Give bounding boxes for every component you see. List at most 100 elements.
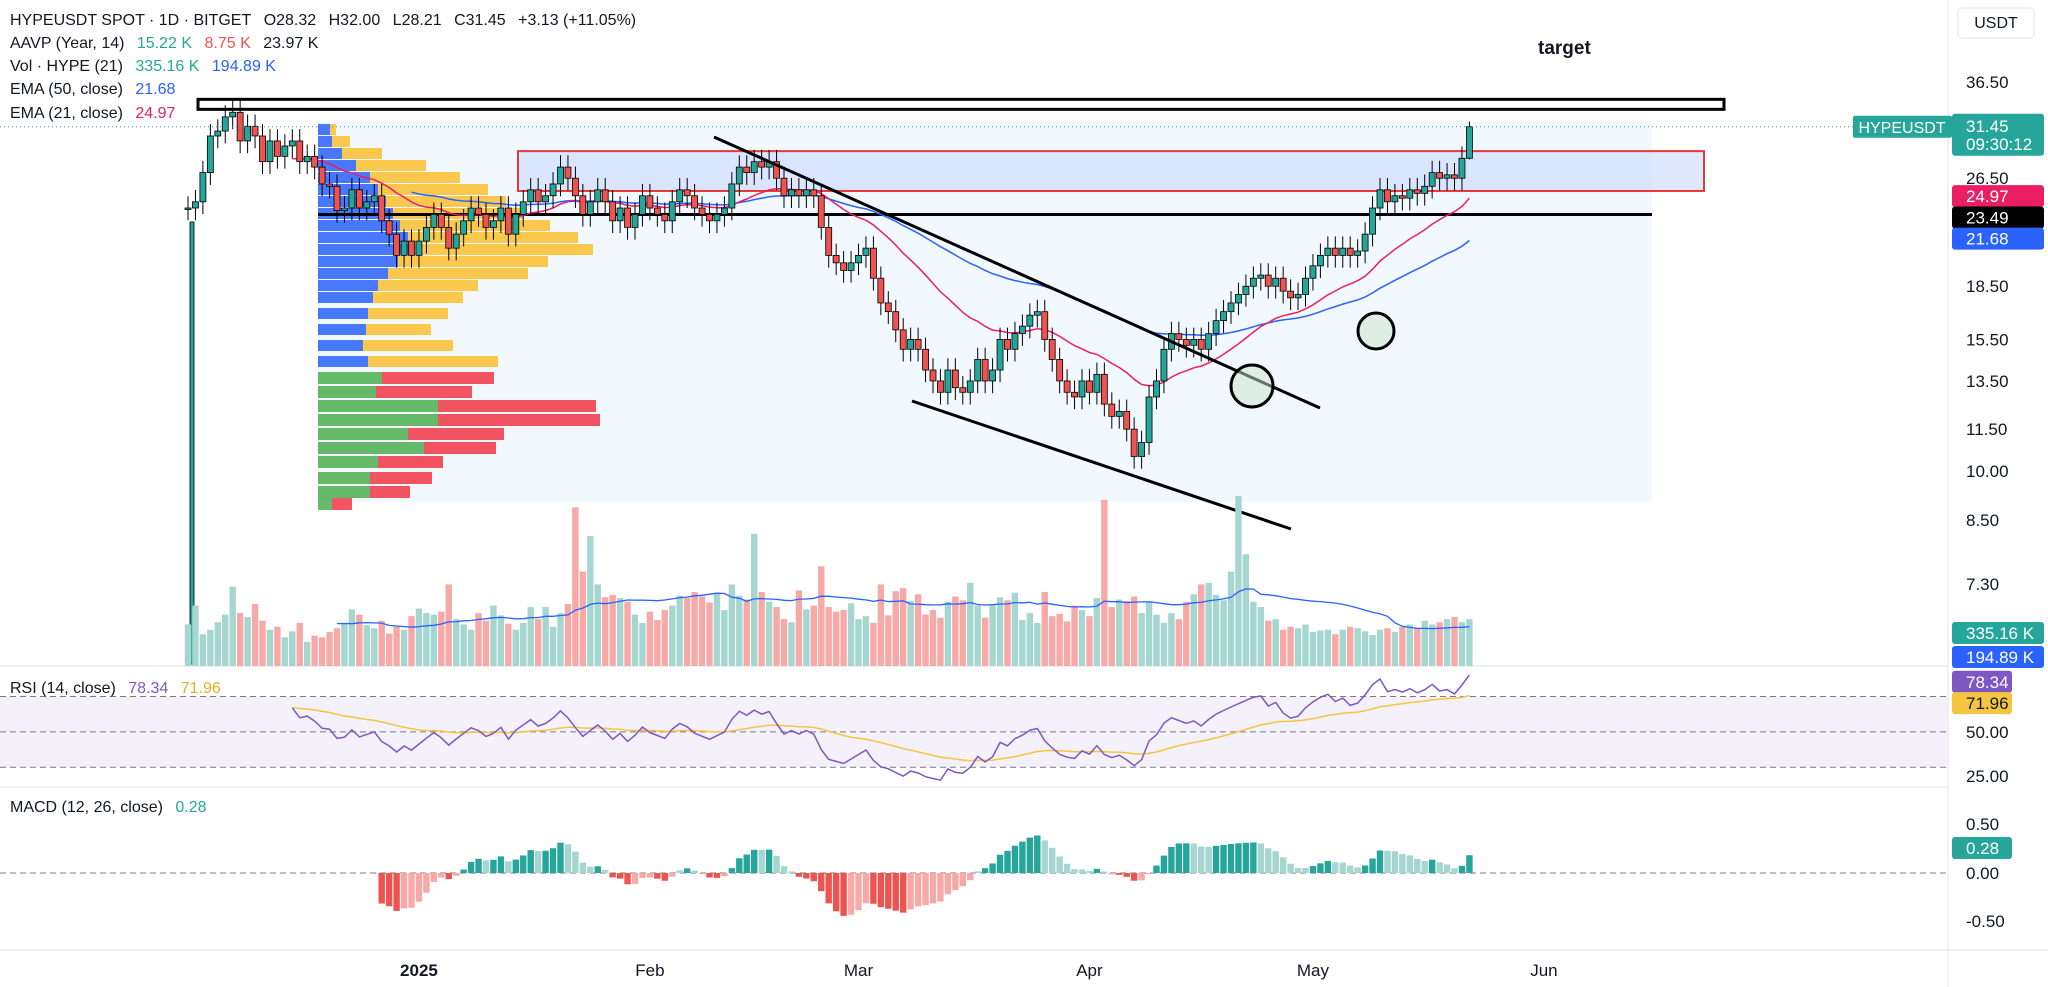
macd-histogram-bar	[1101, 871, 1108, 873]
volume-bar	[1391, 632, 1399, 666]
macd-histogram-bar	[1175, 843, 1183, 873]
macd-histogram-bar	[974, 871, 981, 873]
volume-bar	[1145, 601, 1153, 666]
macd-tick-label: 0.50	[1966, 815, 1999, 834]
macd-histogram-bar	[892, 873, 899, 911]
macd-label: MACD (12, 26, close)	[10, 799, 163, 816]
macd-histogram-bar	[400, 873, 408, 909]
macd-histogram-bar	[981, 868, 989, 873]
time-tick-label: 2025	[400, 961, 438, 980]
rsi-legend[interactable]: RSI (14, close) 78.34 71.96	[10, 678, 229, 700]
macd-histogram-bar	[482, 860, 490, 873]
volume-profile-down-bar	[378, 184, 488, 195]
aavp-legend[interactable]: AAVP (Year, 14) 15.22 K 8.75 K 23.97 K	[10, 33, 326, 55]
macd-histogram-bar	[1369, 858, 1376, 873]
volume-bar	[1198, 584, 1205, 666]
volume-bar	[281, 637, 289, 666]
volume-bar	[1168, 613, 1175, 666]
macd-histogram-bar	[1294, 868, 1302, 873]
macd-histogram-bar	[1436, 862, 1443, 873]
volume-bar	[244, 616, 251, 666]
macd-histogram-bar	[594, 866, 601, 873]
volume-bar	[341, 623, 348, 666]
volume-profile-down-bar	[378, 456, 443, 468]
volume-bar	[1034, 622, 1041, 666]
volume-bar	[1049, 616, 1056, 666]
candle-body	[981, 359, 989, 382]
volume-bar	[1101, 499, 1108, 666]
macd-histogram-bar	[870, 873, 877, 904]
macd-histogram-bar	[423, 873, 430, 893]
volume-bar	[512, 629, 519, 666]
candle-body	[1220, 311, 1227, 322]
volume-bar	[378, 620, 385, 666]
candle-body	[184, 207, 192, 210]
volume-bar	[289, 631, 296, 666]
volume-bar	[706, 602, 713, 666]
volume-bar	[438, 611, 445, 666]
macd-histogram-bar	[937, 873, 944, 902]
candle-body	[840, 262, 847, 271]
candle-body	[855, 254, 862, 264]
volume-legend[interactable]: Vol · HYPE (21) 335.16 K 194.89 K	[10, 56, 284, 78]
candle-body	[467, 207, 475, 222]
macd-histogram-bar	[1421, 860, 1428, 873]
volume-bar	[1302, 624, 1309, 666]
change-value: +3.13 (+11.05%)	[518, 12, 637, 29]
candle-body	[1145, 396, 1153, 443]
volume-bar	[333, 628, 341, 666]
volume-bar	[1086, 616, 1093, 666]
candle-body	[1033, 311, 1041, 316]
volume-bar	[534, 619, 542, 666]
macd-histogram-bar	[736, 858, 743, 873]
macd-histogram-bar	[631, 873, 639, 884]
macd-histogram-bar	[1317, 863, 1324, 873]
macd-histogram-bar	[1406, 855, 1413, 873]
volume-bar	[989, 604, 996, 666]
volume-bar	[661, 610, 668, 666]
candle-body	[1413, 189, 1421, 194]
candle-body	[527, 189, 535, 203]
price-badge-text: 23.49	[1966, 208, 2009, 227]
macd-histogram-bar	[460, 869, 467, 873]
macd-legend[interactable]: MACD (12, 26, close) 0.28	[10, 797, 215, 819]
macd-histogram-bar	[646, 873, 654, 878]
volume-profile-down-bar	[370, 172, 460, 183]
volume-bar	[691, 591, 698, 666]
candle-body	[1093, 373, 1101, 393]
candle-body	[937, 380, 944, 393]
volume-profile-down-bar	[386, 196, 506, 207]
price-badge	[1952, 185, 2044, 208]
volume-bar	[296, 622, 303, 666]
volume-bar	[579, 571, 587, 666]
macd-histogram-bar	[557, 842, 564, 873]
macd-histogram-bar	[475, 858, 482, 873]
volume-bar	[1466, 619, 1473, 666]
macd-histogram-bar	[1190, 843, 1197, 873]
volume-bar	[1063, 621, 1071, 666]
candle-body	[884, 302, 892, 313]
volume-profile-up-bar	[318, 292, 373, 303]
candle-body	[847, 262, 855, 271]
volume-profile-down-bar	[388, 268, 528, 279]
candle-body	[817, 195, 825, 228]
macd-histogram-bar	[1034, 835, 1041, 873]
candle-body	[430, 213, 438, 228]
volume-bar	[825, 607, 832, 666]
volume-bar	[1227, 571, 1235, 666]
macd-histogram-bar	[1302, 868, 1309, 873]
macd-histogram-bar	[751, 849, 758, 873]
candle-body	[743, 166, 751, 174]
volume-bar	[453, 619, 460, 666]
volume-bar	[683, 598, 691, 666]
aavp-down: 8.75 K	[204, 35, 251, 52]
ema21-legend[interactable]: EMA (21, close) 24.97	[10, 103, 183, 125]
rsi-badge-text: 78.34	[1966, 673, 2009, 692]
candle-body	[877, 277, 885, 304]
macd-histogram-bar	[527, 850, 534, 873]
price-tick-label: 26.50	[1966, 169, 2009, 188]
volume-bar	[1220, 600, 1227, 666]
symbol-title: HYPEUSDT SPOT · 1D · BITGET	[10, 12, 252, 29]
ema50-legend[interactable]: EMA (50, close) 21.68	[10, 79, 183, 101]
